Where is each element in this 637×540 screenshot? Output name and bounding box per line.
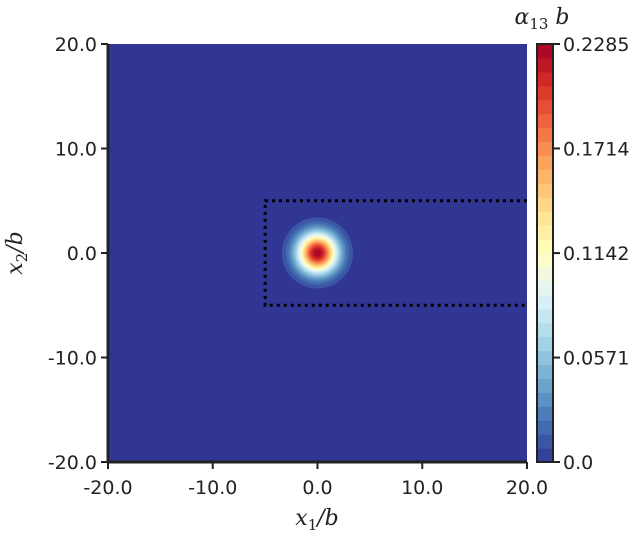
colorbar-band	[537, 392, 553, 407]
colorbar-ticks: 0.0 0.0571 0.1142 0.1714 0.2285	[553, 34, 629, 474]
colorbar-band	[537, 44, 553, 59]
colorbar-gap	[527, 40, 535, 466]
colorbar-band	[537, 239, 553, 254]
y-tick-label: -20.0	[48, 452, 97, 474]
colorbar-label: α13 b	[514, 5, 569, 33]
contour-level	[313, 249, 322, 257]
colorbar-band	[537, 71, 553, 87]
x-tick-label: 0.0	[302, 477, 332, 499]
colorbar-band	[537, 266, 553, 282]
colorbar-tick-label: 0.2285	[563, 34, 629, 56]
colorbar-band	[537, 85, 553, 101]
colorbar-band	[537, 197, 553, 212]
colorbar-band	[537, 280, 553, 296]
x-tick-label: -10.0	[188, 477, 237, 499]
dotted-box-outline	[263, 199, 527, 307]
colorbar-tick-label: 0.1142	[563, 243, 629, 265]
colorbar-band	[537, 406, 553, 421]
colorbar: 0.0 0.0571 0.1142 0.1714 0.2285 α13 b	[514, 5, 629, 474]
colorbar-tick-label: 0.1714	[563, 138, 629, 160]
colorbar-band	[537, 141, 553, 157]
colorbar-band	[537, 183, 553, 198]
colorbar-band	[537, 322, 553, 338]
y-tick-label: -10.0	[48, 348, 97, 370]
axes: -20.0 -10.0 0.0 10.0 20.0 -20.0 -10.0 0.0 10.0 2…	[48, 34, 548, 499]
colorbar-band	[537, 225, 553, 240]
colorbar-band	[537, 350, 553, 366]
colorbar-band	[537, 57, 553, 73]
colorbar-band	[537, 308, 553, 324]
colorbar-band	[537, 336, 553, 352]
colorbar-band	[537, 378, 553, 393]
x-tick-label: 20.0	[506, 477, 548, 499]
colorbar-band	[537, 127, 553, 143]
y-ticks: -20.0 -10.0 0.0 10.0 20.0	[48, 34, 108, 474]
plot-area	[108, 40, 535, 466]
y-tick-label: 0.0	[67, 243, 97, 265]
colorbar-band	[537, 113, 553, 129]
colorbar-bands	[537, 44, 553, 463]
colorbar-tick-label: 0.0	[563, 452, 593, 474]
y-tick-label: 20.0	[55, 34, 97, 56]
x-tick-label: -20.0	[83, 477, 132, 499]
colorbar-band	[537, 420, 553, 435]
colorbar-band	[537, 99, 553, 115]
colorbar-band	[537, 294, 553, 310]
colorbar-band	[537, 155, 553, 170]
colorbar-band	[537, 169, 553, 184]
x-ticks: -20.0 -10.0 0.0 10.0 20.0	[83, 462, 548, 499]
y-axis-label: x2/b	[3, 231, 31, 274]
x-tick-label: 10.0	[401, 477, 443, 499]
x-axis-label: x1/b	[295, 506, 338, 534]
colorbar-band	[537, 434, 553, 449]
colorbar-tick-label: 0.0571	[563, 348, 629, 370]
colorbar-band	[537, 211, 553, 226]
heatmap-peak	[281, 217, 354, 289]
y-tick-label: 10.0	[55, 139, 97, 161]
colorbar-band	[537, 253, 553, 268]
colorbar-band	[537, 364, 553, 379]
colorbar-band	[537, 448, 553, 463]
